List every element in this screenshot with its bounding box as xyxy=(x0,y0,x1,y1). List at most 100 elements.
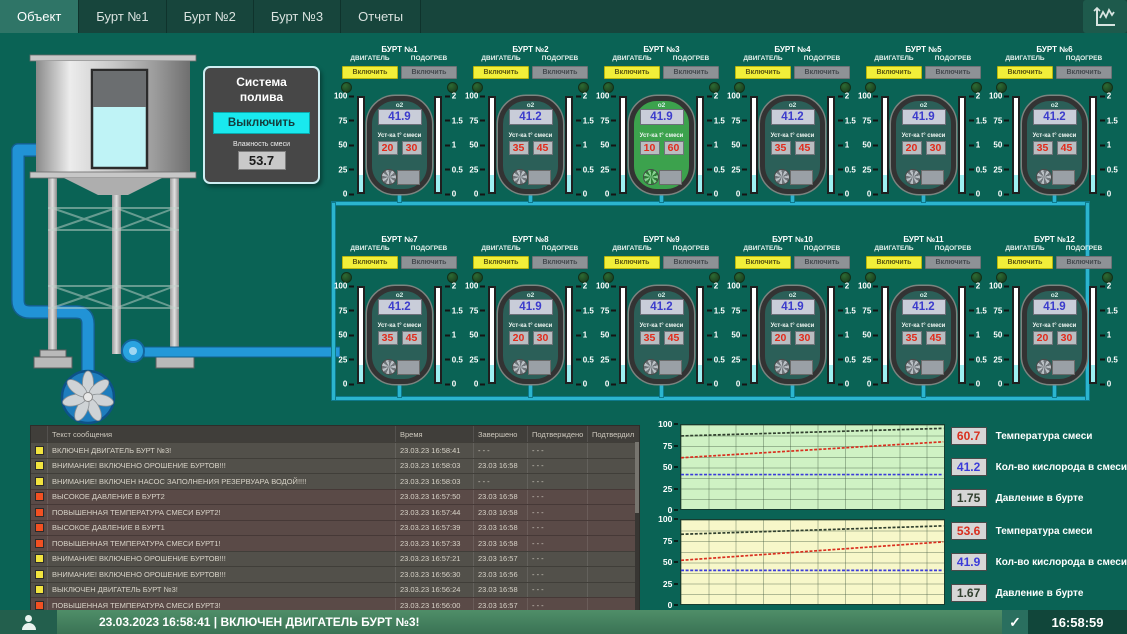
motor-on-button[interactable]: Включить xyxy=(342,66,398,79)
motor-led-indicator xyxy=(341,272,352,283)
o2-label: о2 xyxy=(919,292,928,299)
trend-readout: 41.9 Кол-во кислорода в смеси xyxy=(950,553,1127,571)
setpoint-high[interactable]: 45 xyxy=(1056,141,1077,155)
o2-value-display: 41.9 xyxy=(770,299,815,315)
irrigation-off-button[interactable]: Выключить xyxy=(213,112,310,134)
alarm-table[interactable]: Текст сообщения Время Завершено Подтвержден… xyxy=(30,425,640,612)
alarm-confirmed: - - - xyxy=(527,443,587,458)
tab-3[interactable]: Бурт №3 xyxy=(254,0,342,33)
alarm-table-scrollbar[interactable] xyxy=(635,442,639,611)
motor-on-button[interactable]: Включить xyxy=(473,66,529,79)
tower-leg xyxy=(112,194,121,354)
acknowledge-button[interactable]: ✓ xyxy=(1002,610,1028,634)
setpoint-high[interactable]: 45 xyxy=(532,141,553,155)
setpoint-low[interactable]: 35 xyxy=(508,141,529,155)
heat-on-button[interactable]: Включить xyxy=(663,256,719,269)
heat-on-button[interactable]: Включить xyxy=(401,66,457,79)
motor-on-button[interactable]: Включить xyxy=(342,256,398,269)
header-pipe-row2 xyxy=(331,396,1090,401)
severity-icon xyxy=(34,523,44,533)
alarm-row[interactable]: ВНИМАНИЕ! ВКЛЮЧЕН НАСОС ЗАПОЛНЕНИЯ РЕЗЕР… xyxy=(31,473,639,489)
setpoint-low[interactable]: 20 xyxy=(377,141,398,155)
setpoint-high[interactable]: 30 xyxy=(1056,331,1077,345)
motor-on-button[interactable]: Включить xyxy=(604,256,660,269)
motor-on-button[interactable]: Включить xyxy=(473,256,529,269)
unit-stub-row2-1 xyxy=(528,384,533,398)
pressure-scale: 2 1.5 1 0.5 0 xyxy=(968,92,989,199)
unit-title: БУРТ №9 xyxy=(643,235,680,244)
setpoint-low[interactable]: 10 xyxy=(639,141,660,155)
setpoint-high[interactable]: 60 xyxy=(663,141,684,155)
heat-on-button[interactable]: Включить xyxy=(532,256,588,269)
trend-chart-icon[interactable] xyxy=(1083,0,1127,33)
setpoint-low[interactable]: 35 xyxy=(639,331,660,345)
tab-1[interactable]: Бурт №1 xyxy=(79,0,167,33)
alarm-row[interactable]: ВНИМАНИЕ! ВКЛЮЧЕНО ОРОШЕНИЕ БУРТОВ!!! 23.… xyxy=(31,550,639,566)
setpoint-low[interactable]: 20 xyxy=(508,331,529,345)
alarm-time: 23.03.23 16:56:30 xyxy=(395,567,473,582)
setpoint-high[interactable]: 45 xyxy=(925,331,946,345)
hatch-slot xyxy=(920,170,944,185)
readout-value: 41.9 xyxy=(950,553,987,571)
heat-on-button[interactable]: Включить xyxy=(401,256,457,269)
pressure-gauge-tube xyxy=(565,286,573,384)
alarm-row[interactable]: ВЫСОКОЕ ДАВЛЕНИЕ В БУРТ2 23.03.23 16:57:5… xyxy=(31,488,639,504)
motor-label: ДВИГАТЕЛЬ xyxy=(481,245,521,252)
trend-readout: 1.75 Давление в бурте xyxy=(950,489,1127,507)
alarm-time: 23.03.23 16:58:03 xyxy=(395,458,473,473)
setpoint-high[interactable]: 30 xyxy=(794,331,815,345)
heat-on-button[interactable]: Включить xyxy=(794,66,850,79)
motor-on-button[interactable]: Включить xyxy=(735,256,791,269)
setpoint-high[interactable]: 30 xyxy=(401,141,422,155)
pressure-scale: 2 1.5 1 0.5 0 xyxy=(837,92,858,199)
heat-on-button[interactable]: Включить xyxy=(532,66,588,79)
tab-0[interactable]: Объект xyxy=(0,0,80,33)
setpoint-label: Уст-ка t° смеси xyxy=(770,323,815,329)
heat-on-button[interactable]: Включить xyxy=(794,256,850,269)
setpoint-high[interactable]: 45 xyxy=(401,331,422,345)
heat-on-button[interactable]: Включить xyxy=(1056,66,1112,79)
setpoint-low[interactable]: 35 xyxy=(770,141,791,155)
setpoint-low[interactable]: 35 xyxy=(377,331,398,345)
fan-icon xyxy=(381,359,397,375)
alarm-row[interactable]: ПОВЫШЕННАЯ ТЕМПЕРАТУРА СМЕСИ БУРТ2! 23.03… xyxy=(31,504,639,520)
motor-on-button[interactable]: Включить xyxy=(735,66,791,79)
setpoint-high[interactable]: 45 xyxy=(663,331,684,345)
pressure-gauge-tube xyxy=(434,96,442,194)
motor-on-button[interactable]: Включить xyxy=(997,66,1053,79)
o2-value-display: 41.9 xyxy=(377,109,422,125)
setpoint-low[interactable]: 20 xyxy=(1032,331,1053,345)
motor-on-button[interactable]: Включить xyxy=(997,256,1053,269)
setpoint-low[interactable]: 35 xyxy=(1032,141,1053,155)
motor-on-button[interactable]: Включить xyxy=(604,66,660,79)
setpoint-low[interactable]: 20 xyxy=(770,331,791,345)
heat-on-button[interactable]: Включить xyxy=(925,66,981,79)
alarm-row[interactable]: ПОВЫШЕННАЯ ТЕМПЕРАТУРА СМЕСИ БУРТ3! 23.03… xyxy=(31,597,639,611)
setpoint-label: Уст-ка t° смеси xyxy=(377,323,422,329)
user-button[interactable] xyxy=(0,610,57,634)
alarm-row[interactable]: ПОВЫШЕННАЯ ТЕМПЕРАТУРА СМЕСИ БУРТ1! 23.03… xyxy=(31,535,639,551)
motor-led-indicator xyxy=(472,272,483,283)
alarm-row[interactable]: ВЫКЛЮЧЕН ДВИГАТЕЛЬ БУРТ №3! 23.03.23 16:5… xyxy=(31,581,639,597)
setpoint-low[interactable]: 20 xyxy=(901,141,922,155)
motor-on-button[interactable]: Включить xyxy=(866,256,922,269)
alarm-confirmed-by xyxy=(587,505,639,520)
alarm-row[interactable]: ВКЛЮЧЕН ДВИГАТЕЛЬ БУРТ №3! 23.03.23 16:58… xyxy=(31,442,639,458)
setpoint-low[interactable]: 35 xyxy=(901,331,922,345)
unit-stub-row2-5 xyxy=(1052,384,1057,398)
setpoint-high[interactable]: 30 xyxy=(925,141,946,155)
alarm-row[interactable]: ВЫСОКОЕ ДАВЛЕНИЕ В БУРТ1 23.03.23 16:57:3… xyxy=(31,519,639,535)
heat-on-button[interactable]: Включить xyxy=(925,256,981,269)
tab-2[interactable]: Бурт №2 xyxy=(167,0,254,33)
unit-title: БУРТ №10 xyxy=(772,235,813,244)
alarm-row[interactable]: ВНИМАНИЕ! ВКЛЮЧЕНО ОРОШЕНИЕ БУРТОВ!!! 23.… xyxy=(31,457,639,473)
alarm-row[interactable]: ВНИМАНИЕ! ВКЛЮЧЕНО ОРОШЕНИЕ БУРТОВ!!! 23.… xyxy=(31,566,639,582)
tab-4[interactable]: Отчеты xyxy=(341,0,422,33)
heat-on-button[interactable]: Включить xyxy=(663,66,719,79)
setpoint-high[interactable]: 30 xyxy=(532,331,553,345)
heat-on-button[interactable]: Включить xyxy=(1056,256,1112,269)
o2-value-display: 41.2 xyxy=(639,299,684,315)
motor-on-button[interactable]: Включить xyxy=(866,66,922,79)
setpoint-high[interactable]: 45 xyxy=(794,141,815,155)
burt-unit-4: БУРТ №4 ДВИГАТЕЛЬ ПОДОГРЕВ Включить Вклю… xyxy=(727,42,858,202)
